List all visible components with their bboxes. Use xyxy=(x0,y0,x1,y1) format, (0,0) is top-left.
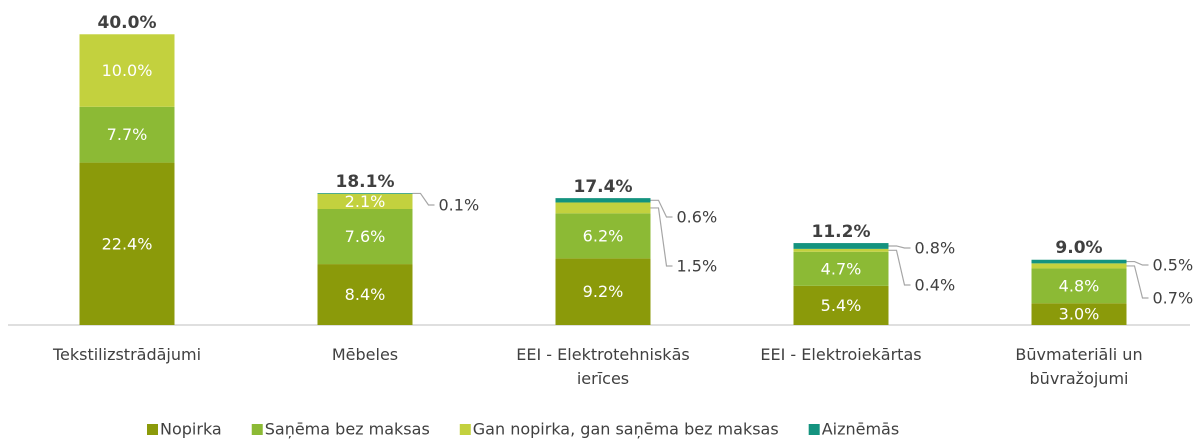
value-label: 0.7% xyxy=(1153,289,1194,308)
value-label: 3.0% xyxy=(1059,305,1100,324)
value-label: 6.2% xyxy=(583,226,624,245)
legend-swatch xyxy=(459,424,471,435)
x-tick-label: EEI - Elektrotehniskās ierīces xyxy=(516,345,690,388)
value-label: 9.2% xyxy=(583,282,624,301)
bar-segment xyxy=(1031,263,1127,269)
bar-segment xyxy=(555,258,651,325)
bar-segment xyxy=(79,162,175,325)
bar-segment xyxy=(555,213,651,259)
value-label: 8.4% xyxy=(345,285,386,304)
leader-line xyxy=(650,207,673,267)
bar-segment xyxy=(1031,303,1127,325)
value-label: 4.8% xyxy=(1059,276,1100,295)
bar-segment xyxy=(317,209,413,265)
bar-segment xyxy=(793,243,889,249)
bar-segment xyxy=(1031,268,1127,304)
bar-segment xyxy=(79,106,175,163)
value-label: 0.6% xyxy=(677,208,718,227)
value-label: 22.4% xyxy=(102,234,153,253)
value-label: 0.8% xyxy=(915,239,956,258)
bar-segment xyxy=(555,198,651,203)
value-label: 4.7% xyxy=(821,259,862,278)
bar-segment xyxy=(793,248,889,252)
x-tick-label: Būvmateriāli un būvražojumi xyxy=(1015,345,1143,388)
total-label: 40.0% xyxy=(98,13,157,33)
legend-swatch xyxy=(251,424,263,435)
value-label: 1.5% xyxy=(677,257,718,276)
bar-segment xyxy=(317,193,413,209)
total-label: 18.1% xyxy=(336,172,395,192)
value-label: 2.1% xyxy=(345,192,386,211)
leader-line xyxy=(888,249,911,286)
value-label: 10.0% xyxy=(102,61,153,80)
total-label: 11.2% xyxy=(812,222,871,242)
bar-segment xyxy=(793,285,889,325)
bar-segment xyxy=(555,202,651,214)
leader-line xyxy=(1126,265,1149,299)
bar-segment xyxy=(317,264,413,325)
legend-swatch xyxy=(147,424,158,435)
x-tick-label: Tekstilizstrādājumi xyxy=(52,345,202,364)
value-label: 0.4% xyxy=(915,276,956,295)
value-label: 5.4% xyxy=(821,296,862,315)
leader-line xyxy=(412,192,435,206)
x-tick-label: Mēbeles xyxy=(331,345,399,364)
legend-label: Nopirka xyxy=(160,420,222,439)
bar-segment xyxy=(793,251,889,286)
x-tick-label: EEI - Elektroiekārtas xyxy=(760,345,922,364)
value-label: 7.7% xyxy=(107,125,148,144)
total-label: 9.0% xyxy=(1055,238,1102,258)
value-label: 0.5% xyxy=(1153,256,1194,275)
bar-segment xyxy=(317,193,413,194)
value-label: 7.6% xyxy=(345,227,386,246)
legend-label: Gan nopirka, gan saņēma bez maksas xyxy=(473,420,779,439)
leader-line xyxy=(650,199,673,218)
legend-label: Aiznēmās xyxy=(822,420,900,439)
bar-segment xyxy=(1031,259,1127,264)
value-label: 0.1% xyxy=(439,196,480,215)
leader-line xyxy=(888,245,911,249)
legend-label: Saņēma bez maksas xyxy=(265,420,430,439)
leader-line xyxy=(1126,260,1149,266)
total-label: 17.4% xyxy=(574,177,633,197)
bar-segment xyxy=(79,34,175,107)
legend-swatch xyxy=(808,424,820,435)
